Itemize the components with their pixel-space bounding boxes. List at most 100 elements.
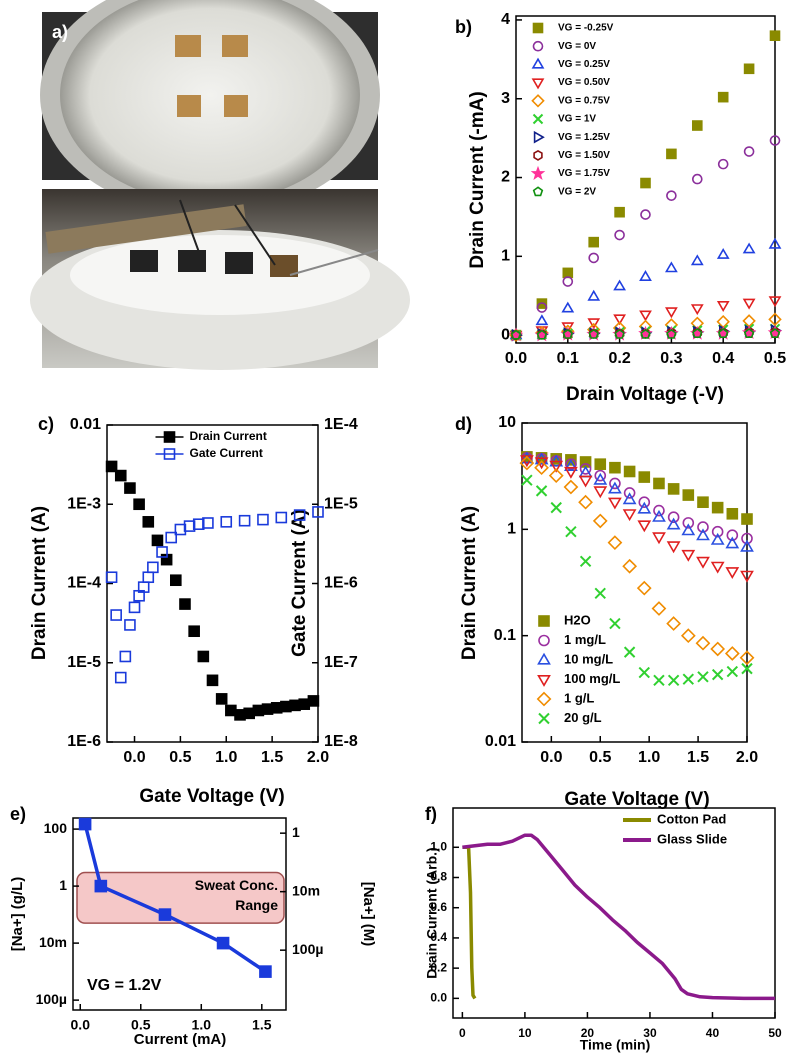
marker [119,650,132,663]
x-tick-label: 10 [518,1026,532,1040]
y-axis-title: [Na+] (g/L) [9,877,26,952]
marker [623,646,636,658]
marker [614,206,625,218]
marker [548,468,564,484]
marker [614,328,625,339]
marker [667,674,680,687]
marker [179,598,191,610]
y-tick-label: 0.1 [494,627,516,644]
marker [691,120,703,131]
y-tick-label: 0.0 [430,991,447,1005]
marker [696,528,710,541]
marker [259,965,272,978]
legend-marker [538,712,550,725]
legend-label: 100 mg/L [564,671,620,686]
marker [536,329,548,340]
x-tick-label: 0.0 [123,749,145,766]
marker [535,485,548,497]
x-axis-title: Drain Voltage (-V) [566,384,724,405]
y-tick-label: 100µ [36,991,67,1007]
legend-label: Drain Current [190,429,267,443]
legend-label: Gate Current [190,446,263,460]
y-tick-label: 1E-5 [67,654,101,671]
y-axis-title: Drain Current (Arb.) [424,847,440,978]
y2-axis-title: [Na+] (M) [360,882,377,947]
marker [680,628,696,644]
y2-tick-label: 1E-4 [324,416,358,433]
marker [717,158,729,170]
marker [769,328,781,339]
marker [666,148,677,160]
marker [510,329,522,340]
legend-label: VG = 1.25V [558,132,610,143]
marker [652,532,666,545]
marker [696,556,710,569]
photo-top [40,0,380,215]
y-tick-label: 1 [59,877,67,893]
y-axis-title: Drain Current (A) [29,506,50,660]
x-axis-title: Gate Voltage (V) [139,786,284,807]
marker [609,477,621,490]
marker [550,501,562,514]
legend-marker [531,57,545,69]
legend-marker [531,78,545,90]
legend-label: VG = 1.50V [558,150,610,161]
legend-label: H2O [564,612,591,627]
marker [666,517,681,530]
marker [594,469,607,482]
y2-tick-label: 1 [292,824,300,840]
marker [520,451,534,464]
marker [697,496,709,508]
marker [653,674,665,687]
legend-marker [532,113,544,125]
marker [724,646,740,661]
marker [638,496,651,508]
legend-label: VG = 0.50V [558,77,610,88]
marker [622,509,637,522]
legend-marker [537,652,551,665]
marker [711,525,724,538]
y-tick-label: 4 [501,11,510,28]
y-axis-title: Drain Current (A) [459,506,480,660]
y-tick-label: 2 [501,169,510,186]
marker [124,619,136,631]
x-tick-label: 0.5 [131,1017,151,1033]
x-tick-label: 0.0 [71,1017,91,1033]
y-axis-title: Drain Current (-mA) [467,91,488,268]
marker [275,511,288,524]
marker [739,650,755,666]
y-tick-label: 1 [501,248,510,265]
marker [726,529,739,542]
y-tick-label: 0.2 [430,960,447,974]
x-tick-label: 1.5 [261,749,283,766]
marker [716,248,730,259]
y-tick-label: 1.0 [430,839,447,853]
marker [695,635,711,651]
legend-marker [537,674,551,687]
x-tick-label: 40 [706,1026,720,1040]
y2-axis-title: Gate Current (A) [289,509,310,657]
legend-marker [538,634,550,647]
marker [710,641,726,657]
marker [521,474,533,486]
x-tick-label: 2.0 [307,749,329,766]
marker [740,539,754,552]
marker [697,521,709,533]
marker [769,30,781,41]
x-tick-label: 1.0 [638,749,660,766]
marker [202,517,214,529]
marker [613,279,626,291]
panel-label: f) [425,804,437,824]
marker [743,63,755,75]
marker [607,535,623,551]
legend-marker [532,22,544,34]
legend-label: VG = 0.75V [558,95,610,106]
plot-frame [515,15,776,344]
marker [682,673,695,685]
marker [124,482,136,494]
marker [682,489,695,501]
marker [743,328,755,339]
marker [158,908,172,921]
legend-label: VG = -0.25V [558,23,614,34]
legend-label: VG = 0.25V [558,59,610,70]
